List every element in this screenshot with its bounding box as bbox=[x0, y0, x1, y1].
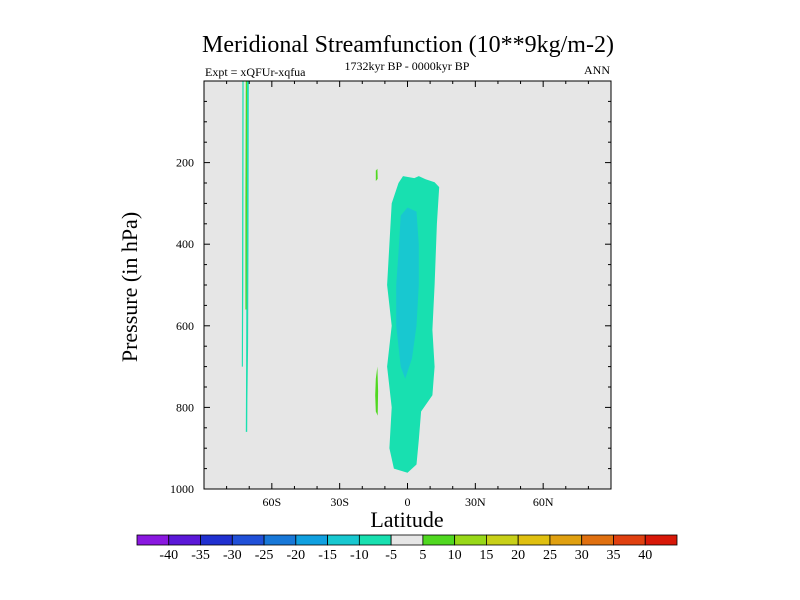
colorbar-box bbox=[581, 534, 614, 546]
colorbar-label: 35 bbox=[606, 548, 620, 563]
colorbar-box bbox=[168, 534, 201, 546]
contour-nh-blob-small bbox=[375, 168, 378, 181]
x-tick-label: 0 bbox=[405, 495, 411, 509]
colorbar-label: -30 bbox=[223, 548, 242, 563]
colorbar-label: 5 bbox=[419, 548, 426, 563]
x-tick-label: 30N bbox=[465, 495, 486, 509]
y-tick-label: 200 bbox=[176, 156, 194, 170]
y-tick-label: 400 bbox=[176, 237, 194, 251]
contour-sh-streak-right bbox=[245, 81, 249, 432]
colorbar-label: -40 bbox=[159, 548, 178, 563]
colorbar-label: 30 bbox=[575, 548, 589, 563]
colorbar-label: -25 bbox=[255, 548, 274, 563]
x-tick-label: 60N bbox=[533, 495, 554, 509]
contour-nh-blob-lower bbox=[375, 366, 379, 416]
y-axis-label: Pressure (in hPa) bbox=[117, 212, 142, 362]
colorbar-box bbox=[549, 534, 583, 546]
contour-sh-streak-thin bbox=[241, 81, 244, 367]
colorbar-box bbox=[517, 534, 551, 546]
plot-area: 60S 30S 0 30N 60N 200 400 600 800 1000 bbox=[170, 80, 612, 509]
colorbar-box bbox=[295, 534, 328, 546]
colorbar-label: -5 bbox=[385, 548, 397, 563]
season-subtitle: ANN bbox=[584, 63, 610, 77]
colorbar-box bbox=[200, 534, 233, 546]
colorbar-label: 40 bbox=[638, 548, 652, 563]
x-axis-label: Latitude bbox=[370, 507, 443, 532]
chart-title: Meridional Streamfunction (10**9kg/m-2) bbox=[202, 32, 614, 58]
colorbar-label: -20 bbox=[286, 548, 305, 563]
colorbar-box bbox=[422, 534, 456, 546]
colorbar-box bbox=[613, 534, 646, 546]
colorbar: -40 -35 -30 -25 -20 -15 -10 -5 5 10 15 20 25 30 35 40 bbox=[136, 534, 678, 563]
colorbar-label: -35 bbox=[191, 548, 210, 563]
contour-sh-streak-positive bbox=[245, 81, 247, 310]
colorbar-label: 25 bbox=[543, 548, 557, 563]
colorbar-box bbox=[231, 534, 265, 546]
x-tick-label: 60S bbox=[262, 495, 281, 509]
x-tick-label: 30S bbox=[330, 495, 349, 509]
experiment-subtitle: Expt = xQFUr-xqfua bbox=[205, 65, 306, 79]
period-subtitle: 1732kyr BP - 0000kyr BP bbox=[345, 59, 470, 73]
colorbar-box bbox=[358, 534, 392, 546]
colorbar-box bbox=[327, 534, 360, 546]
colorbar-box bbox=[486, 534, 519, 546]
colorbar-box bbox=[454, 534, 487, 546]
colorbar-box bbox=[644, 534, 678, 546]
colorbar-label: 15 bbox=[479, 548, 493, 563]
contour-main-cell-core bbox=[396, 207, 419, 379]
colorbar-label: -10 bbox=[350, 548, 369, 563]
colorbar-label: 20 bbox=[511, 548, 525, 563]
y-tick-label: 1000 bbox=[170, 482, 194, 496]
colorbar-box bbox=[136, 534, 170, 546]
colorbar-label: 10 bbox=[448, 548, 462, 563]
colorbar-box bbox=[390, 534, 424, 546]
colorbar-label: -15 bbox=[318, 548, 337, 563]
colorbar-box bbox=[263, 534, 297, 546]
y-tick-label: 600 bbox=[176, 319, 194, 333]
y-tick-label: 800 bbox=[176, 400, 194, 414]
